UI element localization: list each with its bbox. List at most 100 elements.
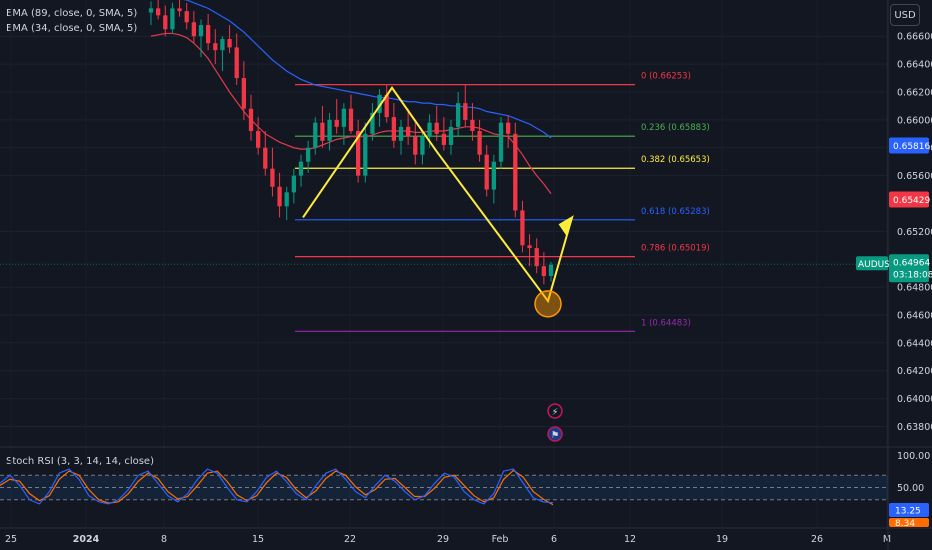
symbol-tag[interactable] xyxy=(856,256,888,271)
fib-level-label: 1 (0.64483) xyxy=(641,318,691,328)
ema34-legend[interactable]: EMA (34, close, 0, SMA, 5) xyxy=(6,23,138,34)
candle-body[interactable] xyxy=(327,119,332,141)
candle-body[interactable] xyxy=(448,126,454,145)
candle-body[interactable] xyxy=(277,186,282,207)
candle-body[interactable] xyxy=(270,168,275,187)
time-tick-label: 15 xyxy=(252,534,264,545)
candle-body[interactable] xyxy=(256,131,261,148)
candle-body[interactable] xyxy=(541,266,546,276)
candle-body[interactable] xyxy=(213,43,218,51)
ema89-line[interactable] xyxy=(151,0,552,139)
candle-body[interactable] xyxy=(384,94,389,118)
candle-body[interactable] xyxy=(334,119,339,127)
candle-body[interactable] xyxy=(313,122,318,148)
event-flag-icon[interactable] xyxy=(547,426,563,442)
candle-body[interactable] xyxy=(498,122,504,162)
ema89-legend[interactable]: EMA (89, close, 0, SMA, 5) xyxy=(6,8,138,19)
time-tick-label: 8 xyxy=(161,534,167,545)
candle-body[interactable] xyxy=(370,112,375,134)
candle-body[interactable] xyxy=(177,8,182,12)
candle-body[interactable] xyxy=(163,15,168,30)
price-tag xyxy=(889,137,929,154)
candle-body[interactable] xyxy=(191,22,196,37)
time-tick-label: 22 xyxy=(344,534,356,545)
price-tag xyxy=(889,191,929,208)
price-tag-label: 0.65816 xyxy=(893,142,930,152)
stoch-d-tag xyxy=(889,518,929,527)
candle-body[interactable] xyxy=(306,147,311,162)
stoch-tick-label: 100.00 xyxy=(897,451,930,462)
candle-body[interactable] xyxy=(206,25,211,44)
fib-level-label: 0.618 (0.65283) xyxy=(641,207,710,217)
ema34-line[interactable] xyxy=(150,32,552,195)
candle-body[interactable] xyxy=(441,133,446,145)
candle-body[interactable] xyxy=(527,245,532,249)
candle-body[interactable] xyxy=(241,78,246,109)
pattern-arrowhead xyxy=(558,215,574,236)
candle-body[interactable] xyxy=(348,108,354,132)
candle-body[interactable] xyxy=(227,39,232,48)
stoch-rsi-legend[interactable]: Stoch RSI (3, 3, 14, 14, close) xyxy=(6,456,154,467)
event-lightning-icon[interactable] xyxy=(547,403,563,419)
candle-body[interactable] xyxy=(484,154,489,190)
candle-body[interactable] xyxy=(398,126,404,141)
candle-body[interactable] xyxy=(513,133,518,211)
stoch-k-line[interactable] xyxy=(0,468,554,505)
time-tick-label: Feb xyxy=(492,534,509,545)
candle-body[interactable] xyxy=(248,108,254,132)
candle-body[interactable] xyxy=(456,103,461,127)
time-tick-label: 12 xyxy=(624,534,636,545)
symbol-label: AUDUSD xyxy=(858,260,897,270)
candle-body[interactable] xyxy=(420,136,425,155)
time-tick-label: 6 xyxy=(551,534,557,545)
candle-body[interactable] xyxy=(491,161,496,190)
candle-body[interactable] xyxy=(413,136,418,155)
reversal-circle-highlight[interactable] xyxy=(534,290,562,318)
candle-body[interactable] xyxy=(298,161,304,176)
candle-body[interactable] xyxy=(534,248,539,267)
candle-body[interactable] xyxy=(463,103,468,120)
candle-body[interactable] xyxy=(184,11,189,23)
candle-body[interactable] xyxy=(520,210,525,246)
candle-body[interactable] xyxy=(434,122,439,134)
candle-body[interactable] xyxy=(170,8,175,30)
candle-body[interactable] xyxy=(548,264,554,276)
price-tick-label: 0.63800 xyxy=(897,422,932,433)
candle-body[interactable] xyxy=(198,25,204,37)
candle-body[interactable] xyxy=(506,122,511,134)
candle-body[interactable] xyxy=(156,8,161,16)
candle-body[interactable] xyxy=(320,122,325,141)
candle-body[interactable] xyxy=(363,133,368,176)
candle-body[interactable] xyxy=(356,131,361,176)
candle-body[interactable] xyxy=(377,94,382,113)
time-tick-label: 26 xyxy=(811,534,823,545)
time-tick-label: M xyxy=(883,534,891,545)
stoch-d-line[interactable] xyxy=(0,469,554,506)
candle-body[interactable] xyxy=(406,126,411,137)
candle-body[interactable] xyxy=(477,131,482,155)
time-tick-label: 29 xyxy=(437,534,449,545)
flag-glyph: ⚑ xyxy=(551,430,560,441)
candle-body[interactable] xyxy=(220,39,225,51)
candle-body[interactable] xyxy=(391,117,396,141)
candle-body[interactable] xyxy=(284,192,289,207)
stoch-k-label: 13.25 xyxy=(895,507,921,517)
currency-button[interactable]: USD xyxy=(890,4,920,26)
stoch-d-label: 8.34 xyxy=(895,519,915,529)
candle-body[interactable] xyxy=(263,147,268,169)
candle-body[interactable] xyxy=(341,108,346,127)
candle-body[interactable] xyxy=(470,119,475,132)
pattern-zigzag[interactable] xyxy=(302,86,573,304)
candle-body[interactable] xyxy=(427,122,432,137)
candle-body[interactable] xyxy=(291,175,296,193)
last-price-label: 0.64964 xyxy=(893,258,930,268)
candle-body[interactable] xyxy=(234,47,239,79)
candle-body[interactable] xyxy=(148,8,154,13)
